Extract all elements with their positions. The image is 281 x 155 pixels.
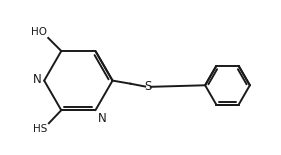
Text: S: S bbox=[144, 80, 151, 93]
Text: N: N bbox=[33, 73, 42, 86]
Text: HO: HO bbox=[31, 27, 47, 37]
Text: HS: HS bbox=[33, 124, 47, 135]
Text: N: N bbox=[98, 112, 107, 125]
